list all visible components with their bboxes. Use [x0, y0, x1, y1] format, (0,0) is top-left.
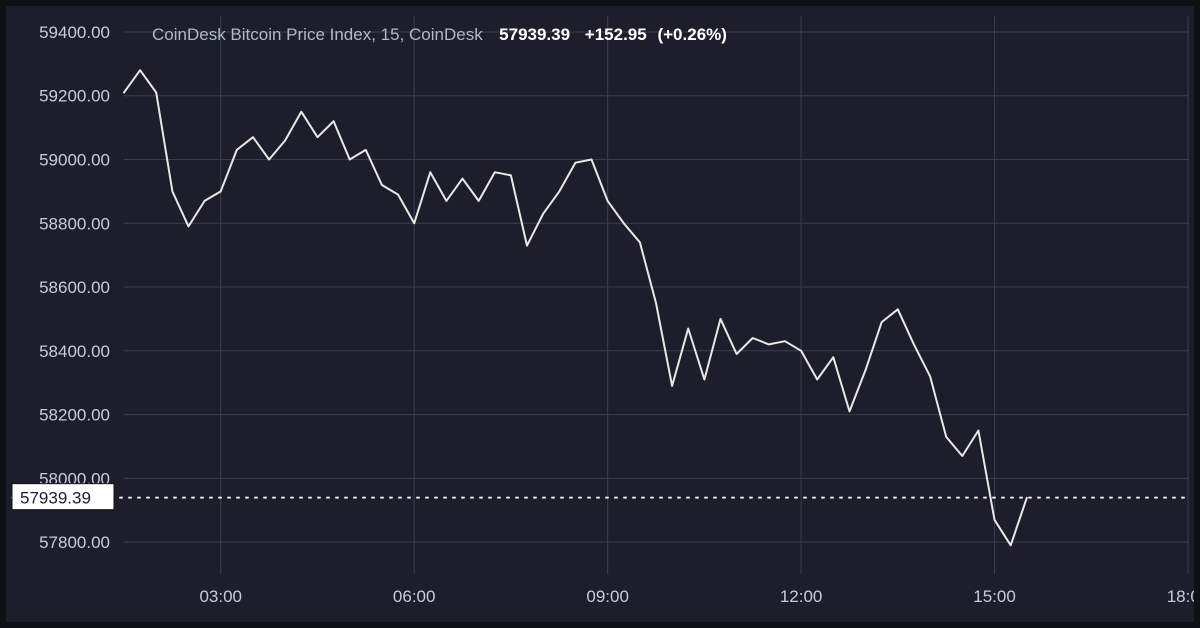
svg-text:15:00: 15:00	[973, 587, 1016, 606]
svg-text:57939.39: 57939.39	[20, 489, 91, 508]
last-price-value: 57939.39	[499, 25, 570, 44]
svg-text:59400.00: 59400.00	[39, 23, 110, 42]
price-chart[interactable]: 57800.0058000.0058200.0058400.0058600.00…	[0, 0, 1200, 628]
svg-text:59200.00: 59200.00	[39, 87, 110, 106]
svg-text:09:00: 09:00	[586, 587, 629, 606]
svg-text:57800.00: 57800.00	[39, 533, 110, 552]
current-price-tag: 57939.39	[12, 484, 114, 510]
svg-text:03:00: 03:00	[199, 587, 242, 606]
svg-text:06:00: 06:00	[393, 587, 436, 606]
change-percent: (+0.26%)	[657, 25, 726, 44]
chart-gridlines	[124, 16, 1188, 574]
price-series-line	[124, 70, 1027, 545]
chart-title: CoinDesk Bitcoin Price Index, 15, CoinDe…	[152, 25, 727, 44]
change-absolute: +152.95	[585, 25, 647, 44]
svg-text:58200.00: 58200.00	[39, 406, 110, 425]
svg-text:58800.00: 58800.00	[39, 214, 110, 233]
svg-text:18:00: 18:00	[1167, 587, 1194, 606]
y-axis-labels: 57800.0058000.0058200.0058400.0058600.00…	[39, 23, 110, 552]
svg-text:59000.00: 59000.00	[39, 150, 110, 169]
svg-text:58400.00: 58400.00	[39, 342, 110, 361]
x-axis-labels: 03:00 06:00 09:00 12:00 15:00 18:00	[199, 587, 1194, 606]
svg-text:12:00: 12:00	[780, 587, 823, 606]
svg-text:58600.00: 58600.00	[39, 278, 110, 297]
